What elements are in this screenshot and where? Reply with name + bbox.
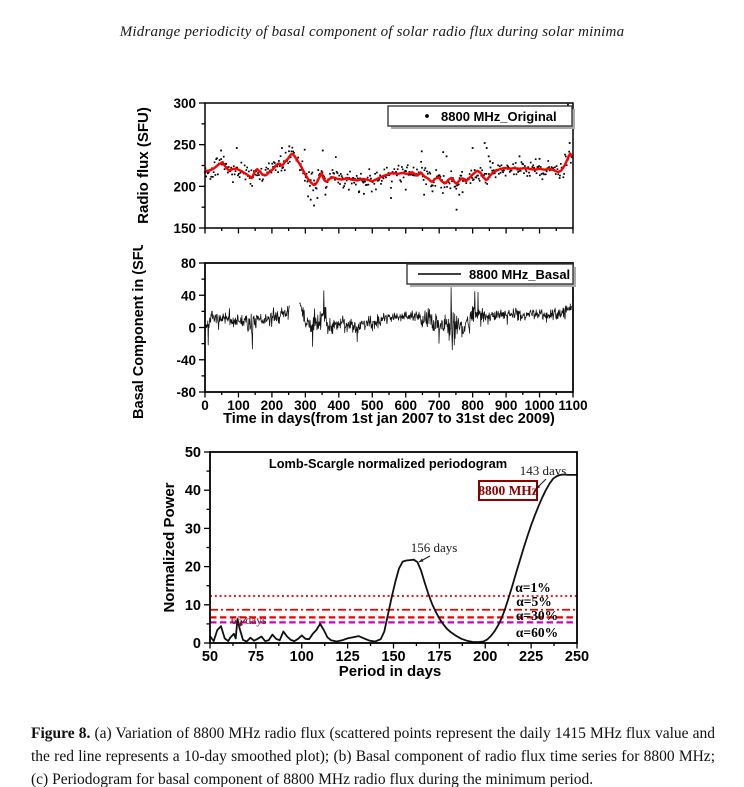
- chart-periodogram: 0 10 20 30 40 50 50 75 100 125 150 175 200 225 250 Norm…: [161, 445, 589, 680]
- x-tick-label: 100: [290, 649, 314, 665]
- legend-box: [406, 263, 574, 285]
- y-axis-label: Radio flux (SFU): [135, 107, 152, 224]
- plot-frame: [204, 102, 574, 229]
- y-tick-label: 300: [173, 96, 196, 111]
- y-tick-label: 40: [185, 483, 201, 499]
- periodogram-curve: [209, 473, 577, 644]
- y-tick-label: 200: [173, 179, 196, 194]
- alpha-label: α=5%: [516, 594, 551, 609]
- x-tick-label: 150: [381, 649, 405, 665]
- x-tick-label: 200: [261, 398, 284, 413]
- y-tick-label: 50: [185, 445, 201, 461]
- legend-label: 8800 MHz_Basal: [469, 267, 570, 282]
- y-tick-label: 250: [173, 138, 196, 153]
- x-tick-label: 100: [227, 398, 250, 413]
- peak-annotation: 156 days: [411, 540, 458, 555]
- x-tick-label: 300: [294, 398, 317, 413]
- y-axis-label: Normalized Power: [161, 482, 178, 612]
- frequency-badge-box: [478, 480, 538, 501]
- x-tick-label: 1100: [558, 398, 587, 413]
- x-tick-label: 200: [473, 649, 497, 665]
- x-tick-label: 800: [461, 398, 484, 413]
- annotation-arrowhead: [239, 622, 243, 627]
- smoothed-line: [203, 152, 573, 187]
- annotation-arrowhead: [419, 558, 424, 562]
- y-tick-label: 0: [193, 636, 201, 652]
- x-tick-label: 1000: [525, 398, 555, 413]
- alpha-label: α=1%: [515, 580, 550, 595]
- y-tick-label: 150: [173, 221, 196, 236]
- figure-caption-label: Figure 8.: [31, 724, 91, 742]
- legend-box: [387, 105, 573, 127]
- legend-dot-marker: [425, 114, 429, 118]
- y-tick-label: 0: [188, 321, 196, 336]
- y-tick-label: 10: [185, 598, 201, 614]
- peak-annotation: 65 days: [231, 615, 267, 627]
- figure-caption: Figure 8. (a) Variation of 8800 MHz radi…: [31, 722, 715, 787]
- inner-plot-title: Lomb-Scargle normalized periodogram: [269, 456, 507, 471]
- x-axis-label: Period in days: [339, 663, 442, 680]
- running-head-title: Midrange periodicity of basal component …: [119, 24, 625, 40]
- x-tick-label: 900: [495, 398, 518, 413]
- alpha-label: α=30%: [516, 608, 558, 623]
- x-tick-label: 75: [248, 649, 264, 665]
- legend-label: 8800 MHz_Original: [441, 109, 557, 124]
- y-tick-label: 80: [181, 256, 196, 271]
- x-tick-label: 700: [428, 398, 451, 413]
- peak-annotation: 143 days: [520, 463, 567, 478]
- y-tick-label: 30: [185, 521, 201, 537]
- y-tick-label: 40: [181, 288, 196, 303]
- annotation-arrowhead: [536, 484, 541, 489]
- plot-frame: [209, 451, 578, 644]
- y-axis-label: Basal Component in (SFU): [131, 245, 147, 419]
- y-tick-label: -40: [176, 353, 196, 368]
- x-tick-label: 400: [328, 398, 351, 413]
- x-tick-label: 250: [565, 649, 589, 665]
- y-tick-label: -80: [176, 385, 196, 400]
- x-tick-label: 500: [361, 398, 384, 413]
- frequency-badge-label: 8800 MHz: [478, 483, 538, 498]
- x-axis-label: Time in days(from 1st jan 2007 to 31st d…: [223, 411, 555, 427]
- x-tick-label: 50: [202, 649, 218, 665]
- chart-radio-flux-original: 150 200 250 300 Radio flux (SFU) 8800 MHz_Ori…: [135, 96, 575, 236]
- x-tick-label: 0: [201, 398, 209, 413]
- alpha-label: α=60%: [516, 625, 558, 640]
- x-tick-label: 175: [427, 649, 451, 665]
- plot-frame: [204, 262, 574, 393]
- x-tick-label: 125: [336, 649, 360, 665]
- basal-line-segment: [204, 305, 290, 350]
- x-tick-label: 600: [394, 398, 417, 413]
- x-tick-label: 225: [519, 649, 543, 665]
- figure-caption-text: (a) Variation of 8800 MHz radio flux (sc…: [31, 724, 716, 787]
- y-tick-label: 20: [185, 560, 201, 576]
- basal-line-segment: [299, 287, 572, 351]
